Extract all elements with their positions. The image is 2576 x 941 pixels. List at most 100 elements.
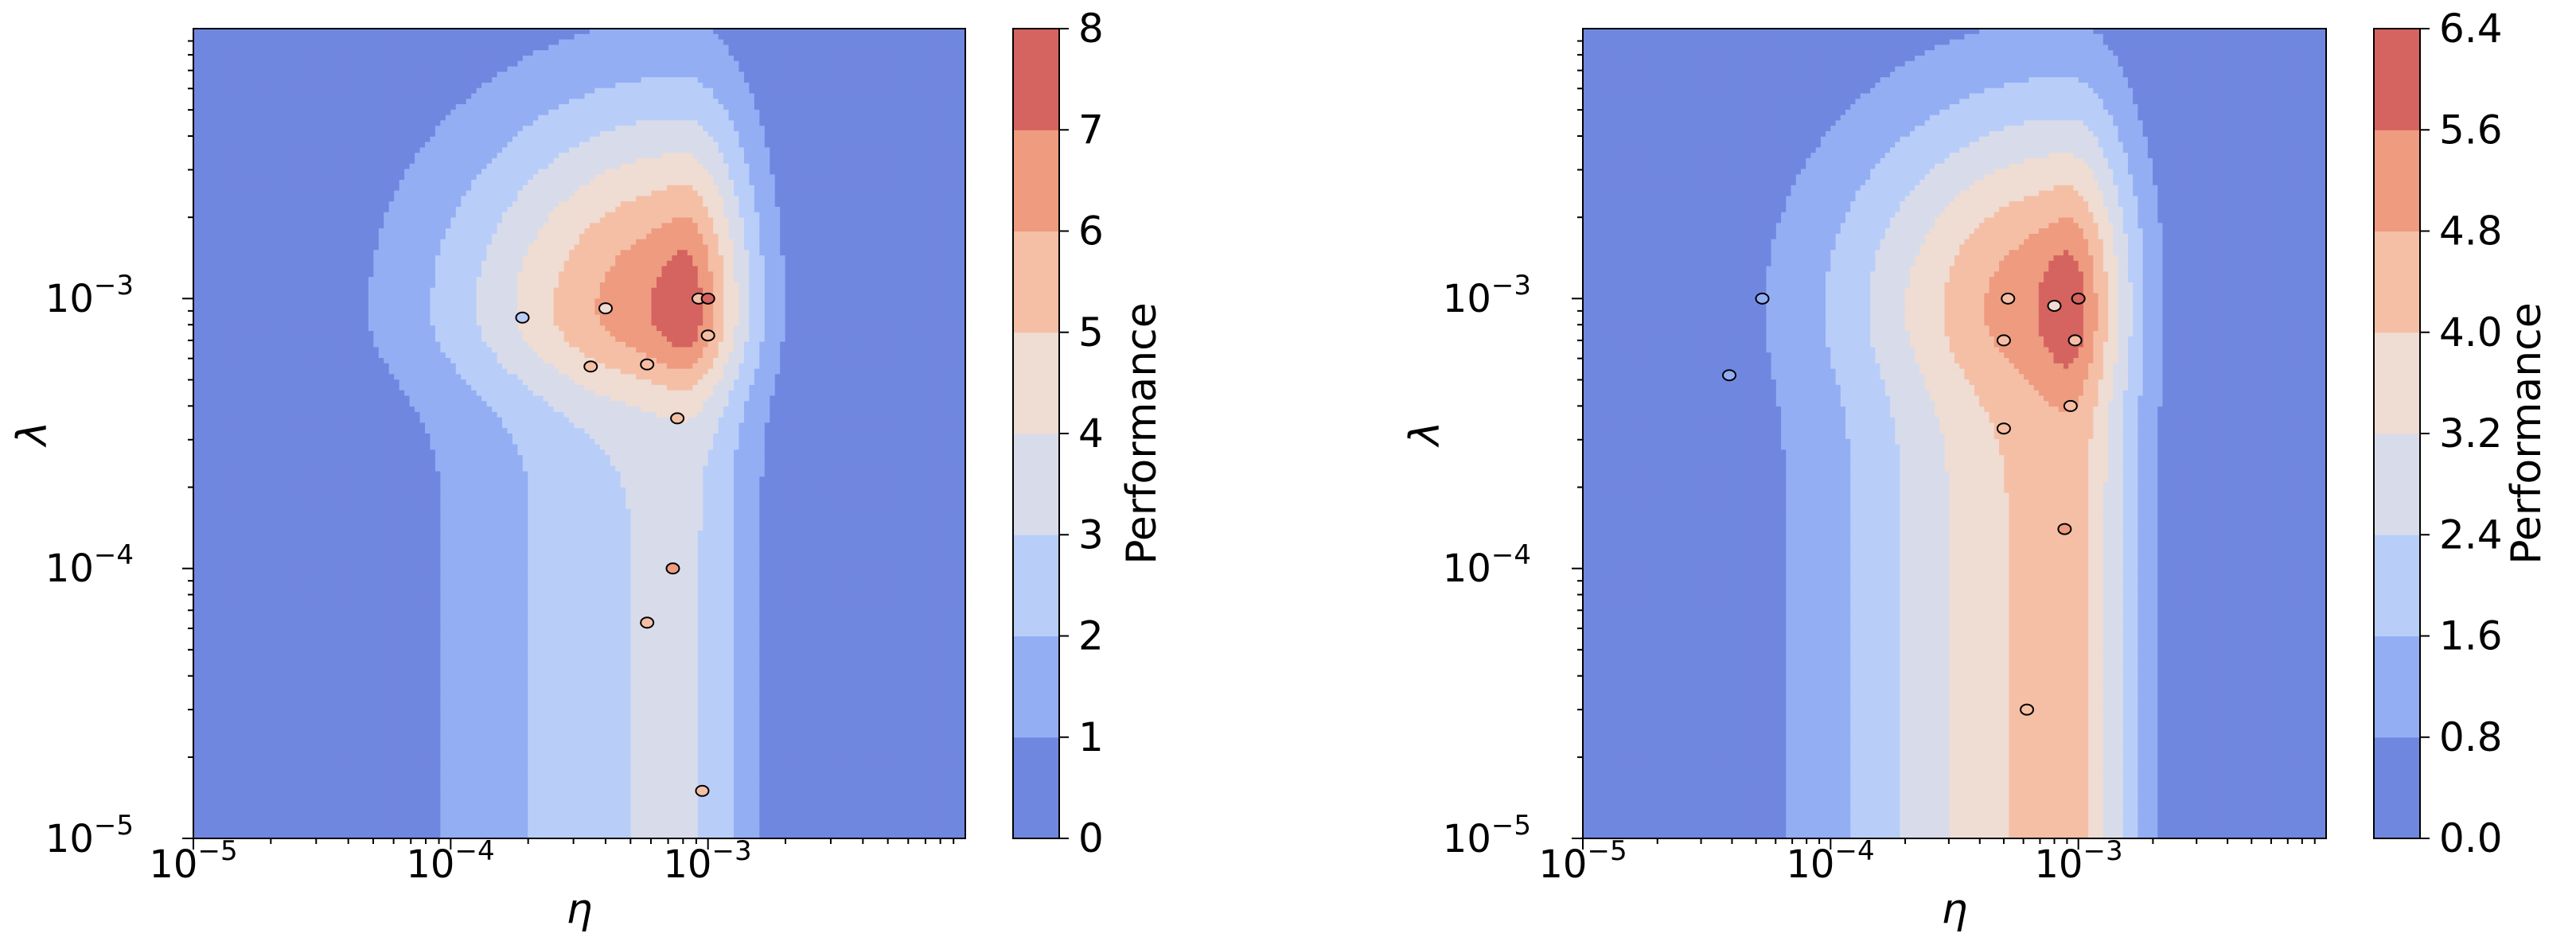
contour-cell <box>353 822 359 829</box>
contour-cell <box>317 60 323 68</box>
contour-cell <box>198 579 205 585</box>
contour-cell <box>306 142 313 148</box>
contour-cell <box>271 212 277 219</box>
contour-cell <box>250 736 256 742</box>
contour-cell <box>234 822 240 829</box>
contour-cell <box>332 833 338 838</box>
contour-cell <box>280 196 286 202</box>
contour-cell <box>306 29 313 35</box>
contour-cell <box>311 60 318 68</box>
contour-cell <box>255 395 261 402</box>
contour-cell <box>322 444 328 450</box>
contour-cell <box>311 50 318 56</box>
contour-cell <box>348 779 354 785</box>
contour-cell <box>311 779 318 785</box>
contour-cell <box>271 562 277 570</box>
contour-cell <box>219 401 225 407</box>
contour-cell <box>213 223 220 229</box>
contour-cell <box>280 762 286 769</box>
contour-cell <box>306 562 313 570</box>
contour-cell <box>322 99 328 105</box>
contour-cell <box>275 250 282 256</box>
contour-cell <box>244 541 251 548</box>
contour-cell <box>250 271 256 278</box>
contour-cell <box>219 595 225 601</box>
contour-cell <box>290 665 297 672</box>
contour-cell <box>224 368 230 375</box>
contour-cell <box>286 822 292 829</box>
contour-cell <box>311 93 318 99</box>
contour-cell <box>280 347 286 353</box>
contour-cell <box>224 709 230 715</box>
contour-cell <box>363 120 369 126</box>
contour-cell <box>280 444 286 450</box>
contour-cell <box>275 784 282 791</box>
contour-cell <box>244 779 251 785</box>
contour-cell <box>271 784 277 791</box>
contour-cell <box>290 531 297 537</box>
contour-cell <box>219 201 225 208</box>
contour-cell <box>332 422 338 429</box>
contour-cell <box>213 428 220 434</box>
contour-cell <box>363 228 369 235</box>
contour-cell <box>296 476 302 483</box>
contour-cell <box>265 746 271 753</box>
contour-cell <box>224 562 230 570</box>
contour-cell <box>357 665 364 672</box>
contour-cell <box>244 185 251 192</box>
contour-cell <box>363 201 369 208</box>
contour-cell <box>337 628 344 634</box>
contour-cell <box>322 406 328 413</box>
contour-cell <box>311 703 318 710</box>
contour-cell <box>234 438 240 445</box>
contour-cell <box>301 50 307 56</box>
contour-cell <box>260 455 267 461</box>
contour-cell <box>275 180 282 186</box>
contour-cell <box>327 465 333 472</box>
contour-cell <box>250 217 256 224</box>
contour-cell <box>337 725 344 731</box>
contour-cell <box>275 789 282 796</box>
contour-cell <box>290 482 297 488</box>
contour-cell <box>198 525 205 531</box>
contour-cell <box>322 800 328 807</box>
contour-cell <box>317 434 323 440</box>
contour-cell <box>306 99 313 105</box>
contour-cell <box>203 519 209 526</box>
contour-cell <box>234 157 240 165</box>
contour-cell <box>317 487 323 494</box>
contour-cell <box>342 244 349 251</box>
contour-cell <box>337 244 344 251</box>
contour-cell <box>224 304 230 310</box>
contour-cell <box>322 287 328 294</box>
contour-cell <box>306 438 313 445</box>
contour-cell <box>317 736 323 742</box>
contour-cell <box>296 136 302 143</box>
contour-cell <box>311 223 318 229</box>
contour-cell <box>271 725 277 731</box>
contour-cell <box>240 126 246 132</box>
contour-cell <box>363 169 369 175</box>
contour-cell <box>301 99 307 105</box>
contour-cell <box>301 115 307 121</box>
contour-cell <box>198 130 205 138</box>
contour-cell <box>250 325 256 332</box>
contour-cell <box>240 460 246 467</box>
contour-cell <box>244 298 251 305</box>
contour-cell <box>240 611 246 618</box>
contour-cell <box>311 676 318 682</box>
contour-cell <box>219 535 225 542</box>
contour-cell <box>357 153 364 159</box>
contour-cell <box>240 806 246 812</box>
contour-cell <box>244 692 251 699</box>
contour-cell <box>322 282 328 289</box>
contour-cell <box>357 363 364 370</box>
contour-cell <box>348 784 354 791</box>
contour-cell <box>255 525 261 531</box>
contour-cell <box>224 671 230 677</box>
contour-cell <box>353 558 359 564</box>
contour-cell <box>280 589 286 597</box>
contour-cell <box>203 185 209 192</box>
contour-cell <box>224 595 230 601</box>
contour-cell <box>296 82 302 89</box>
